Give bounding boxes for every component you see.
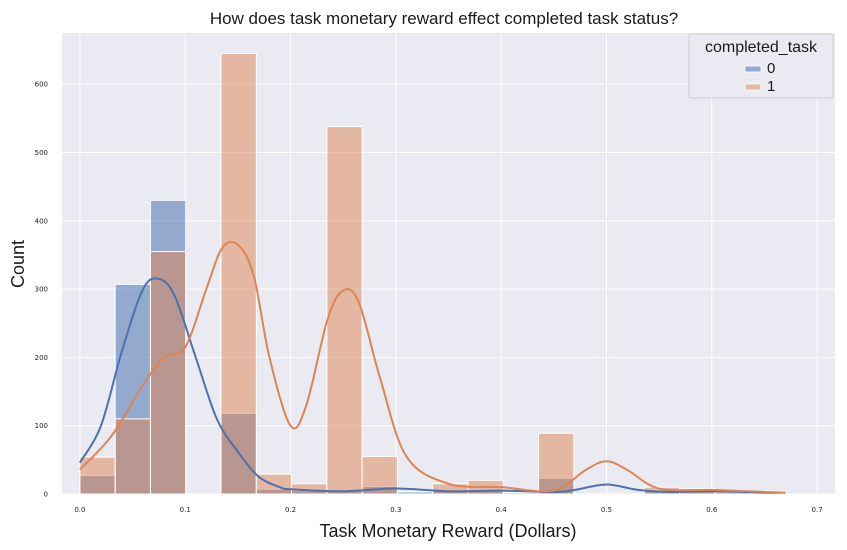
chart-title: How does task monetary reward effect com…	[210, 9, 678, 28]
histogram-bar-series-1	[114, 418, 151, 495]
plot-area	[62, 33, 835, 494]
histogram-bar-series-0	[396, 491, 434, 495]
y-tick-labels: 0 100 200 300 400 500 600	[35, 81, 48, 499]
y-tick-label: 300	[35, 286, 48, 294]
x-tick-label: 0.5	[601, 506, 612, 514]
x-tick-labels: 0.0 0.1 0.2 0.3 0.4 0.5 0.6 0.7	[74, 506, 822, 514]
y-tick-label: 0	[44, 491, 48, 499]
y-tick-label: 500	[35, 149, 48, 157]
histogram-bar-series-1	[220, 52, 257, 495]
x-tick-label: 0.7	[812, 506, 823, 514]
histogram-bar-series-0	[502, 492, 540, 495]
histogram-bar-series-1	[326, 126, 363, 495]
y-axis-label: Count	[8, 240, 28, 288]
histogram-bar-series-1	[149, 251, 187, 495]
kde-line-series-0	[79, 277, 786, 494]
x-axis-label: Task Monetary Reward (Dollars)	[319, 521, 576, 541]
legend-swatch-1	[744, 83, 762, 91]
legend-title: completed_task	[705, 39, 818, 56]
x-tick-label: 0.3	[390, 506, 401, 514]
x-tick-label: 0.1	[180, 506, 191, 514]
legend-swatch-0	[744, 65, 762, 73]
y-tick-label: 100	[35, 422, 48, 430]
y-tick-label: 600	[35, 81, 48, 89]
x-tick-label: 0.0	[74, 506, 85, 514]
x-tick-label: 0.2	[285, 506, 296, 514]
x-tick-label: 0.6	[706, 506, 718, 514]
x-tick-label: 0.4	[496, 506, 508, 514]
legend-label-0: 0	[767, 60, 775, 77]
y-tick-label: 400	[35, 217, 48, 225]
histogram-bar-series-1	[79, 456, 116, 495]
y-tick-label: 200	[35, 354, 48, 362]
legend: completed_task 0 1	[688, 33, 834, 99]
kde-curves	[79, 240, 786, 494]
kde-line-series-1	[79, 240, 786, 494]
legend-label-1: 1	[767, 78, 775, 95]
histogram-bar-series-1	[538, 432, 575, 495]
grid-lines	[62, 33, 835, 495]
